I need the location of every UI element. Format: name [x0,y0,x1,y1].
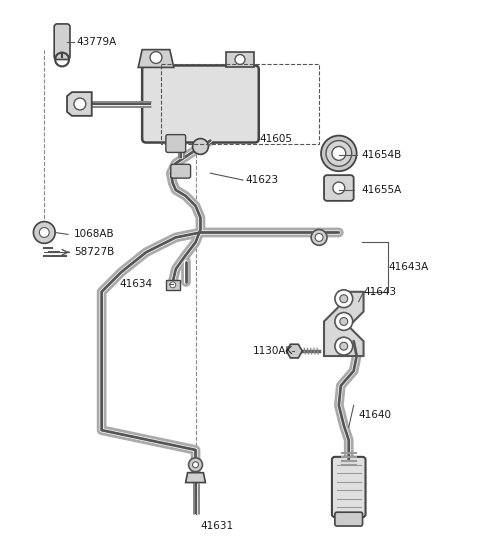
Circle shape [34,222,55,243]
Text: 41631: 41631 [201,521,234,531]
Circle shape [335,312,353,330]
Polygon shape [67,92,92,116]
Polygon shape [287,344,302,358]
Circle shape [340,342,348,350]
Circle shape [335,290,353,307]
Circle shape [340,295,348,302]
Circle shape [326,141,352,166]
Circle shape [315,234,323,241]
Text: 41634: 41634 [120,279,153,289]
Text: 41623: 41623 [245,175,278,185]
Text: 41643A: 41643A [388,262,429,272]
Circle shape [189,458,203,472]
Circle shape [192,462,199,468]
FancyBboxPatch shape [324,175,354,201]
Text: 41640: 41640 [359,410,392,420]
FancyBboxPatch shape [166,135,186,153]
Circle shape [340,317,348,325]
Circle shape [150,51,162,63]
Circle shape [335,337,353,355]
Circle shape [39,228,49,237]
Text: 43779A: 43779A [77,37,117,46]
Polygon shape [324,292,363,356]
Text: 58727B: 58727B [74,247,114,257]
Polygon shape [138,50,174,67]
Circle shape [332,147,346,160]
Text: 41655A: 41655A [361,185,402,195]
Text: 1130AK: 1130AK [253,346,293,356]
Polygon shape [186,473,205,482]
Circle shape [321,136,357,171]
FancyBboxPatch shape [335,512,362,526]
Circle shape [192,138,208,154]
FancyBboxPatch shape [171,164,191,178]
Circle shape [235,55,245,65]
Circle shape [311,230,327,246]
Text: 41643: 41643 [363,287,396,297]
Circle shape [74,98,86,110]
Text: 41605: 41605 [260,133,293,143]
FancyBboxPatch shape [54,24,70,60]
Text: 1068AB: 1068AB [74,229,115,240]
Bar [161,65,319,143]
Polygon shape [226,51,254,67]
Circle shape [170,282,176,288]
Polygon shape [166,280,180,290]
Text: 41654B: 41654B [361,150,402,160]
FancyBboxPatch shape [142,66,259,143]
FancyBboxPatch shape [332,457,366,517]
Circle shape [333,182,345,194]
